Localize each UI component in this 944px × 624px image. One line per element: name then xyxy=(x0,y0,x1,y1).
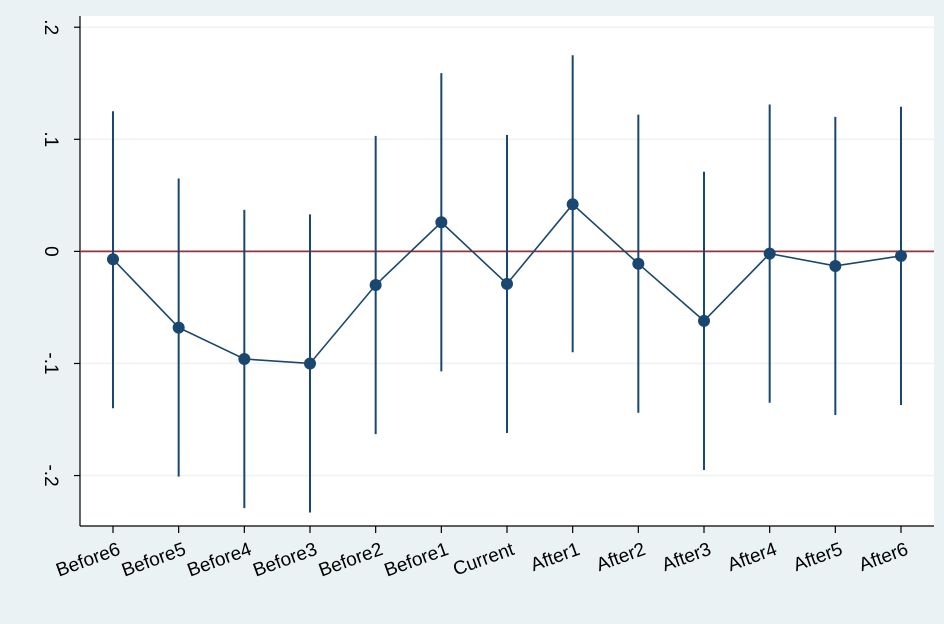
data-point xyxy=(698,314,710,327)
x-tick-label: Current xyxy=(450,539,517,581)
y-tick-label: .1 xyxy=(40,131,61,147)
x-tick-label: Before2 xyxy=(316,539,386,581)
x-tick-label: After5 xyxy=(791,539,846,576)
x-tick-label: After4 xyxy=(725,539,780,576)
x-tick-label: Before5 xyxy=(119,539,189,581)
x-tick-label: Before1 xyxy=(382,539,452,581)
x-axis-ticks: Before6Before5Before4Before3Before2Befor… xyxy=(53,526,911,581)
x-tick-label: After1 xyxy=(528,539,583,576)
data-point xyxy=(566,198,579,211)
data-point xyxy=(107,253,119,266)
y-axis-ticks: -.2 -.1 0 .1 .2 xyxy=(40,19,80,487)
data-point xyxy=(501,277,513,290)
x-tick-label: After6 xyxy=(856,539,911,576)
data-point xyxy=(829,259,842,272)
data-point xyxy=(238,352,251,365)
data-point xyxy=(632,257,645,270)
y-tick-label: 0 xyxy=(40,246,61,257)
x-tick-label: After3 xyxy=(659,539,714,576)
data-point xyxy=(172,321,185,334)
x-tick-label: After2 xyxy=(594,539,649,576)
x-tick-label: Before4 xyxy=(185,539,255,582)
y-tick-label: -.2 xyxy=(40,464,61,486)
data-point xyxy=(369,279,382,292)
data-point xyxy=(435,216,448,229)
x-tick-label: Before6 xyxy=(53,539,123,581)
y-tick-label: .2 xyxy=(40,19,61,35)
data-point xyxy=(895,249,907,262)
x-tick-label: Before3 xyxy=(250,539,320,581)
y-tick-label: -.1 xyxy=(40,352,61,374)
data-point xyxy=(304,357,316,370)
data-point xyxy=(763,247,776,260)
series-points xyxy=(107,198,907,370)
